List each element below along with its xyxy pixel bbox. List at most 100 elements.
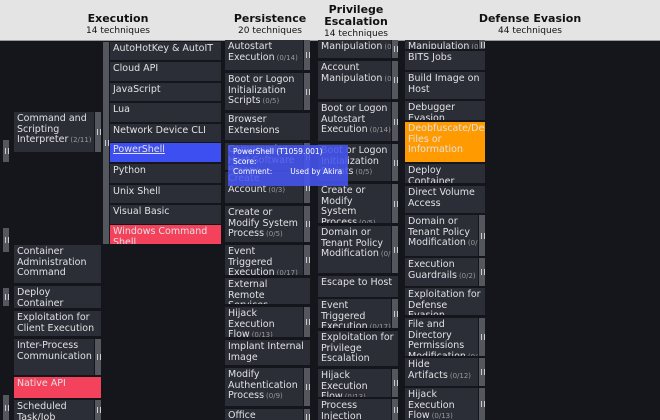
technique-cell[interactable]: Modify Authentication Process (0/9) [225,368,303,406]
technique-name: Execution Guardrails [408,259,457,281]
technique-cell[interactable]: Autostart Execution (0/14) [225,40,303,70]
technique-cell[interactable]: Debugger Evasion [405,101,485,120]
technique-cell[interactable]: Command and Scripting Interpreter (2/11) [14,112,94,152]
technique-cell[interactable]: Python [110,164,221,183]
technique-cell[interactable]: Cloud API [110,62,221,81]
subtechnique-count: (0/13) [431,412,453,420]
subtechnique-count: (2/11) [70,136,92,144]
technique-cell[interactable]: Deploy Container [14,286,101,308]
technique-cell[interactable]: Unix Shell [110,185,221,203]
technique-name: Boot or Logon Initialization Scripts [228,74,295,106]
subtechnique-strip[interactable] [102,42,109,244]
technique-cell[interactable]: Deobfuscate/Decode Files or Information [405,122,485,162]
technique-cell[interactable]: Visual Basic [110,205,221,224]
technique-name: File and Directory Permissions Modificat… [408,319,466,356]
sub-toggle[interactable] [391,369,398,397]
sub-toggle[interactable] [478,358,485,386]
technique-cell[interactable]: Exploitation for Privilege Escalation [318,331,398,366]
technique-cell[interactable]: Implant Internal Image [225,340,310,365]
technique-cell[interactable]: Process Injection [318,399,391,420]
technique-cell[interactable]: Escape to Host [318,276,398,297]
technique-cell[interactable]: Office Application [225,409,303,420]
technique-cell[interactable]: Create or Modify System Process (0/5) [225,206,303,242]
tooltip-score: Score: [233,157,257,166]
sub-toggle[interactable] [391,399,398,420]
subtechnique-count: (0/2) [380,250,391,258]
technique-cell[interactable]: Hijack Execution Flow (0/13) [318,369,391,397]
technique-cell[interactable]: Domain or Tenant Policy Modification(0/2… [318,226,391,273]
tactic-title: ss [0,13,10,37]
sub-toggle[interactable] [391,102,398,141]
technique-cell[interactable]: Hijack Execution Flow (0/13) [405,388,478,420]
technique-cell[interactable]: Deploy Container [405,164,485,183]
sub-toggle[interactable] [94,112,101,152]
technique-name: Lua [113,104,130,115]
technique-cell[interactable]: Hide Artifacts (0/12) [405,358,478,386]
technique-name: Modify Authentication Process [228,369,298,401]
technique-cell[interactable]: AutoHotKey & AutoIT [110,42,221,60]
sub-toggle[interactable] [2,228,9,252]
sub-toggle[interactable] [303,245,310,275]
technique-cell[interactable]: Exploitation for Client Execution [14,311,101,336]
technique-cell[interactable]: Manipulation(0/5) [405,40,478,49]
sub-toggle[interactable] [94,400,101,420]
technique-cell[interactable]: BITS Jobs [405,51,485,70]
technique-cell[interactable]: Build Image on Host [405,72,485,99]
sub-toggle[interactable] [303,206,310,242]
technique-name: Autostart Execution [228,41,275,63]
sub-toggle[interactable] [478,215,485,256]
technique-cell[interactable]: Windows Command Shell [110,225,221,244]
technique-cell[interactable]: External Remote Services [225,278,310,304]
technique-cell[interactable]: Native API [14,377,101,398]
technique-cell[interactable]: Direct Volume Access [405,186,485,213]
technique-cell[interactable]: Execution Guardrails (0/2) [405,258,478,286]
technique-name: Windows Command Shell [113,226,208,244]
sub-toggle[interactable] [391,226,398,273]
technique-cell[interactable]: Scheduled Task/Job [14,400,94,420]
sub-toggle[interactable] [303,73,310,110]
subtechnique-count: (0/14) [369,126,391,134]
sub-toggle[interactable] [478,258,485,286]
sub-toggle[interactable] [391,61,398,99]
technique-cell[interactable]: Boot or Logon Autostart Execution (0/14) [318,102,391,141]
technique-cell[interactable]: Hijack Execution Flow (0/13) [225,307,303,337]
sub-toggle[interactable] [391,299,398,328]
technique-cell[interactable]: Container Administration Command [14,245,101,283]
technique-cell[interactable]: Domain or Tenant Policy Modification(0/2… [405,215,478,256]
sub-toggle[interactable] [478,40,485,49]
sub-toggle[interactable] [478,388,485,420]
technique-cell[interactable]: JavaScript [110,83,221,101]
sub-toggle[interactable] [94,339,101,375]
sub-toggle[interactable] [303,307,310,337]
technique-cell[interactable]: Boot or Logon Initialization Scripts(0/5… [225,73,303,110]
sub-toggle[interactable] [303,368,310,406]
technique-cell[interactable]: Inter-Process Communication(0/3) [14,339,94,375]
sub-toggle[interactable] [2,288,9,306]
technique-count: 14 techniques [86,26,150,36]
sub-toggle[interactable] [391,144,398,181]
technique-cell[interactable]: Network Device CLI [110,124,221,142]
technique-cell[interactable]: Exploitation for Defense Evasion [405,288,485,315]
technique-cell[interactable]: Lua [110,103,221,122]
technique-name: Hijack Execution Flow [228,308,275,337]
subtechnique-count: (0/14) [276,53,298,62]
technique-name: External Remote Services [228,279,268,304]
technique-name: Direct Volume Access [408,187,475,209]
sub-toggle[interactable] [2,395,9,420]
technique-name: Event Triggered Execution [321,300,368,328]
technique-cell[interactable]: PowerShell [110,143,221,162]
technique-cell[interactable]: Event Triggered Execution (0/17) [225,245,303,275]
sub-toggle[interactable] [303,409,310,420]
technique-cell[interactable]: Event Triggered Execution (0/17) [318,299,391,328]
sub-toggle[interactable] [391,40,398,58]
technique-cell[interactable]: Account Manipulation(0/7) [318,61,391,99]
sub-toggle[interactable] [2,140,9,162]
sub-toggle[interactable] [391,184,398,223]
technique-cell[interactable]: Browser Extensions [225,113,310,140]
technique-cell[interactable]: File and Directory Permissions Modificat… [405,318,478,356]
sub-toggle[interactable] [303,40,310,70]
sub-toggle[interactable] [478,318,485,356]
sub-toggle[interactable] [303,172,310,203]
technique-cell[interactable]: Create or Modify System Process (0/5) [318,184,391,223]
technique-cell[interactable]: Manipulation(0/5) [318,40,391,58]
